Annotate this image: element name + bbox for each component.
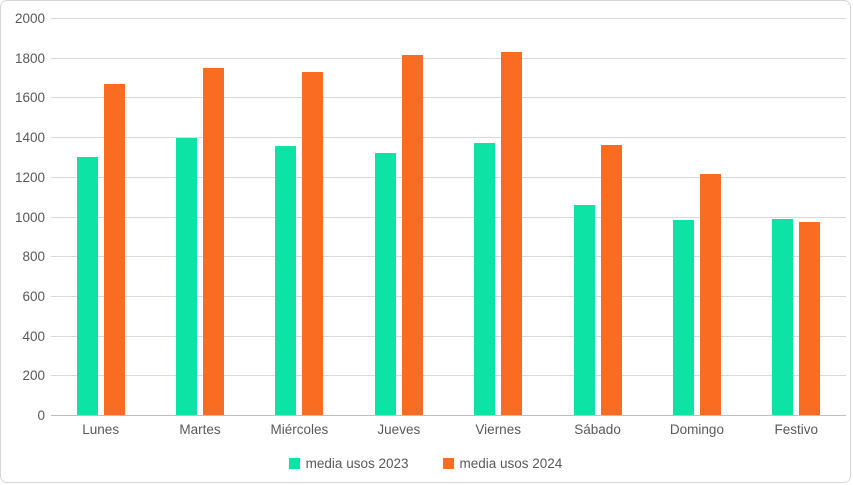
bar-media-usos-2023 <box>672 220 694 415</box>
category-group-domingo <box>647 18 746 415</box>
y-tick-label-600: 600 <box>22 288 45 304</box>
y-tick-label-1000: 1000 <box>14 209 45 225</box>
x-tick-label-sabado: Sábado <box>574 422 621 437</box>
y-tick-label-1800: 1800 <box>14 50 45 66</box>
category-group-martes <box>150 18 249 415</box>
bar-media-usos-2024 <box>401 54 423 415</box>
x-axis: Lunes Martes Miércoles Jueves Viernes Sábado D… <box>51 422 846 437</box>
x-tick-label-festivo: Festivo <box>774 422 819 437</box>
y-tick-label-1400: 1400 <box>14 130 45 146</box>
legend-item-2024: media usos 2024 <box>442 456 563 471</box>
x-tick-label-viernes: Viernes <box>475 422 521 437</box>
bar-media-usos-2023 <box>474 143 496 415</box>
legend-label-2023: media usos 2023 <box>305 456 409 471</box>
gridline-2000 <box>51 18 846 19</box>
bar-media-usos-2024 <box>699 173 721 415</box>
category-group-festivo <box>747 18 846 415</box>
bar-media-usos-2023 <box>76 156 98 415</box>
legend-item-2023: media usos 2023 <box>288 456 409 471</box>
bar-media-usos-2024 <box>302 71 324 415</box>
x-tick-label-jueves: Jueves <box>377 422 421 437</box>
bar-media-usos-2024 <box>203 67 225 415</box>
y-tick-label-1200: 1200 <box>14 169 45 185</box>
category-group-jueves <box>349 18 448 415</box>
gridline-0 <box>51 415 846 416</box>
gridline-800 <box>51 256 846 258</box>
gridline-400 <box>51 335 846 337</box>
bar-media-usos-2024 <box>103 83 125 415</box>
gridline-1800 <box>51 57 846 59</box>
y-tick-label-400: 400 <box>22 328 45 344</box>
category-group-sabado <box>548 18 647 415</box>
y-tick-label-1600: 1600 <box>14 90 45 106</box>
bar-media-usos-2024 <box>600 145 622 415</box>
bar-media-usos-2024 <box>799 222 821 415</box>
bar-media-usos-2023 <box>275 146 297 415</box>
gridline-1600 <box>51 97 846 99</box>
y-axis: 0 200 400 600 800 1000 1200 1400 1600 1800 2000 <box>1 1 45 482</box>
category-group-viernes <box>449 18 548 415</box>
x-tick-label-lunes: Lunes <box>82 422 120 437</box>
plot-area <box>51 18 846 416</box>
bar-media-usos-2023 <box>772 219 794 415</box>
x-tick-label-martes: Martes <box>179 422 221 437</box>
bars-container <box>51 18 846 415</box>
y-tick-label-0: 0 <box>37 408 45 423</box>
gridline-1400 <box>51 137 846 139</box>
gridline-200 <box>51 375 846 377</box>
gridline-1000 <box>51 216 846 218</box>
category-group-lunes <box>51 18 150 415</box>
gridline-600 <box>51 295 846 297</box>
y-tick-label-2000: 2000 <box>14 11 45 26</box>
bar-media-usos-2024 <box>501 51 523 415</box>
y-tick-label-800: 800 <box>22 249 45 265</box>
category-group-miercoles <box>250 18 349 415</box>
legend: media usos 2023 media usos 2024 <box>1 456 850 471</box>
gridline-1200 <box>51 176 846 178</box>
bar-media-usos-2023 <box>374 152 396 415</box>
x-tick-label-miercoles: Miércoles <box>270 422 329 437</box>
bar-media-usos-2023 <box>176 138 198 415</box>
legend-swatch-2024-icon <box>442 458 454 469</box>
x-tick-label-domingo: Domingo <box>669 422 724 437</box>
legend-swatch-2023-icon <box>288 458 300 469</box>
legend-label-2024: media usos 2024 <box>459 456 563 471</box>
bar-media-usos-2023 <box>573 204 595 415</box>
y-tick-label-200: 200 <box>22 368 45 384</box>
